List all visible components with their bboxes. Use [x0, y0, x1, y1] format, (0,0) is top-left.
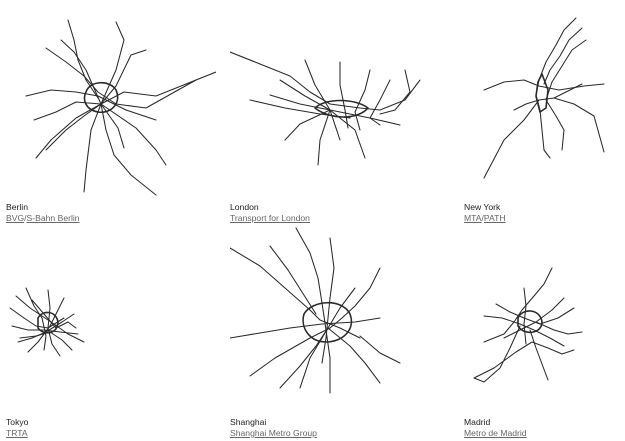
link-separator: /: [481, 213, 484, 223]
city-name-berlin: Berlin: [6, 202, 28, 212]
link-mta[interactable]: MTA: [464, 213, 482, 223]
shanghai-network-map: [230, 227, 401, 394]
city-name-london: London: [230, 202, 259, 212]
city-name-madrid: Madrid: [464, 417, 491, 427]
berlin-network-map: [25, 19, 216, 196]
madrid-caption: Madrid Metro de Madrid: [464, 417, 527, 439]
london-network-map: [230, 51, 421, 166]
shanghai-caption: Shanghai Shanghai Metro Group: [230, 417, 317, 439]
link-separator: /: [24, 213, 27, 223]
link-s-bahn-berlin[interactable]: S-Bahn Berlin: [26, 213, 80, 223]
new-york-caption: New York MTA/PATH: [464, 202, 506, 224]
city-name-tokyo: Tokyo: [6, 417, 29, 427]
city-card-berlin: Berlin BVG/S-Bahn Berlin: [6, 0, 216, 223]
city-card-new-york: New York MTA/PATH: [464, 0, 625, 223]
london-caption: London Transport for London: [230, 202, 310, 224]
link-bvg[interactable]: BVG: [6, 213, 25, 223]
tokyo-network-map: [9, 287, 85, 357]
link-trta[interactable]: TRTA: [6, 428, 28, 438]
city-name-shanghai: Shanghai: [230, 417, 267, 427]
city-card-london: London Transport for London: [230, 0, 425, 223]
link-metro-de-madrid[interactable]: Metro de Madrid: [464, 428, 527, 438]
link-path[interactable]: PATH: [483, 213, 506, 223]
berlin-caption: Berlin BVG/S-Bahn Berlin: [6, 202, 80, 224]
city-card-madrid: Madrid Metro de Madrid: [464, 218, 625, 438]
link-shanghai-metro-group[interactable]: Shanghai Metro Group: [230, 428, 317, 438]
city-name-new-york: New York: [464, 202, 501, 212]
madrid-network-map: [473, 267, 583, 383]
new-york-network-map: [483, 17, 605, 179]
link-transport-for-london[interactable]: Transport for London: [230, 213, 310, 223]
city-card-tokyo: Tokyo TRTA: [6, 218, 201, 438]
city-card-shanghai: Shanghai Shanghai Metro Group: [230, 218, 425, 438]
tokyo-caption: Tokyo TRTA: [6, 417, 28, 439]
